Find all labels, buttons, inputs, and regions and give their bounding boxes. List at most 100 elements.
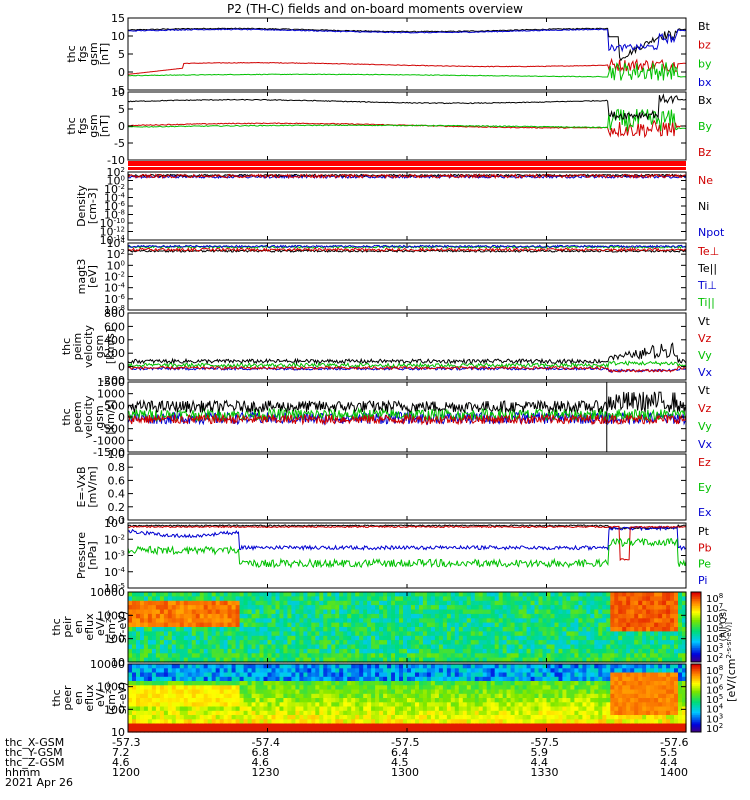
y-axis-label: eV/ [94,618,107,636]
legend-entry: Vy [698,420,712,433]
y-axis-label: sr-eV) [116,682,129,714]
y-tick-label: -200 [100,374,125,387]
y-tick-label: 200 [104,347,125,360]
footer-value: -57.4 [251,736,280,749]
y-tick-label: 10 [111,656,125,669]
y-axis-label: peem [71,401,84,432]
y-axis-label: velocity [82,325,95,368]
y-tick-label: 100 [104,633,125,646]
footer-row-label: thc_Y-GSM [5,746,63,759]
y-tick-label: 1000 [97,681,125,694]
legend-entry: Ne [698,174,713,187]
footer-value: 1230 [251,766,280,779]
y-axis-label: velocity [82,395,95,438]
colorbar-sublabel: (All Qs) [719,609,729,642]
legend-entry: By [698,120,713,133]
y-axis-label: thc [50,689,63,706]
legend-entry: Vx [698,438,713,451]
y-tick-label: -1000 [93,434,125,447]
y-axis-label: Pressure [75,532,88,579]
y-axis-label: E=-VxB [75,466,88,507]
legend-entry: Te⊥ [697,245,719,258]
legend-entry: Npot [698,226,725,239]
legend-entry: Pe [698,558,711,571]
footer-value: -57.5 [530,736,559,749]
y-tick-label: 10 [111,30,125,43]
footer-value: 6.4 [391,746,409,759]
legend-entry: Vx [698,366,713,379]
footer-value: 5.9 [530,746,549,759]
y-tick-label: 1000 [97,388,125,401]
y-tick-label: 800 [104,307,125,320]
y-tick-label: -10 [107,154,125,167]
y-axis-label: [km/s] [104,329,117,364]
legend-entry: Ti⊥ [697,279,717,292]
y-axis-label: magt3 [75,259,88,295]
y-tick-label: 10 [111,726,125,739]
y-tick-label: 0.6 [108,474,126,487]
legend-entry: Pi [698,574,707,587]
footer-value: 4.5 [391,756,409,769]
y-axis-label: gsm [87,42,100,65]
y-axis-label: Density [75,185,88,227]
footer-value: 1330 [530,766,559,779]
panel-temp: 10410210010-210-410-610-8magt3[eV]Te⊥Te|… [75,237,719,317]
legend-entry: Bz [698,146,712,159]
legend-entry: Bx [698,94,713,107]
legend-entry: by [698,57,712,70]
y-axis-label: sr-eV) [116,611,129,643]
footer-value: -57.6 [660,736,689,749]
legend-entry: Ex [698,506,712,519]
legend-entry: Vz [698,332,712,345]
y-axis-label: thc [60,408,73,425]
y-tick-label: -500 [100,423,125,436]
legend-entry: Vy [698,349,712,362]
y-axis-label: peir [61,616,74,638]
legend-entry: Pb [698,541,712,554]
y-tick-label: 0.2 [108,501,126,514]
footer-value: -57.5 [391,736,420,749]
footer-value: 5.5 [660,746,678,759]
y-tick-label: 15 [111,12,125,25]
y-axis-label: [eV] [86,265,99,288]
y-axis-label: peim [71,333,84,361]
y-axis-label: [cm-3] [86,188,99,224]
legend-entry: Ni [698,200,709,213]
y-tick-label: 5 [118,48,125,61]
y-axis-label: en [72,691,85,705]
y-tick-label: 0.4 [108,488,126,501]
y-axis-label: thc [50,618,63,635]
legend-entry: bx [698,76,712,89]
legend-entry: Ez [698,456,711,469]
footer-value: 6.8 [251,746,270,759]
y-axis-label: thc [65,45,78,62]
footer-value: 4.4 [530,756,549,769]
footer-row-label: thc_X-GSM [5,736,65,749]
y-axis-label: eflux [83,613,96,641]
panel-peir: 10000100010010thcpeirenefluxeV/(cm2-s-sr… [50,586,687,669]
y-tick-label: 0.0 [108,514,126,527]
y-tick-label: 102 [107,248,125,261]
y-axis-label: eflux [83,684,96,712]
y-axis-label: [nPa] [86,541,99,569]
legend-entry: Ti|| [697,296,715,309]
y-axis-label: eV/ [94,689,107,707]
legend-entry: Vt [698,315,711,328]
y-tick-label: 5 [118,103,125,116]
panel-density: 10210010-210-410-610-810-1010-1210-14Den… [75,166,725,247]
y-axis-label: fgs [76,117,89,134]
footer-row-label: thc_Z-GSM [5,756,65,769]
y-tick-label: 100 [107,259,125,272]
y-axis-label: gsm [93,335,106,358]
y-tick-label: 100 [107,175,125,188]
y-axis-label: [nT] [98,43,111,65]
footer-row-label: hhmm [5,766,41,779]
y-tick-label: 102 [107,166,125,179]
y-tick-label: 0 [118,120,125,133]
y-axis-label: [nT] [98,115,111,137]
y-tick-label: 0 [118,66,125,79]
y-tick-label: 10000 [90,586,125,599]
y-axis-label: [mV/m] [86,466,99,507]
y-tick-label: 100 [104,703,125,716]
